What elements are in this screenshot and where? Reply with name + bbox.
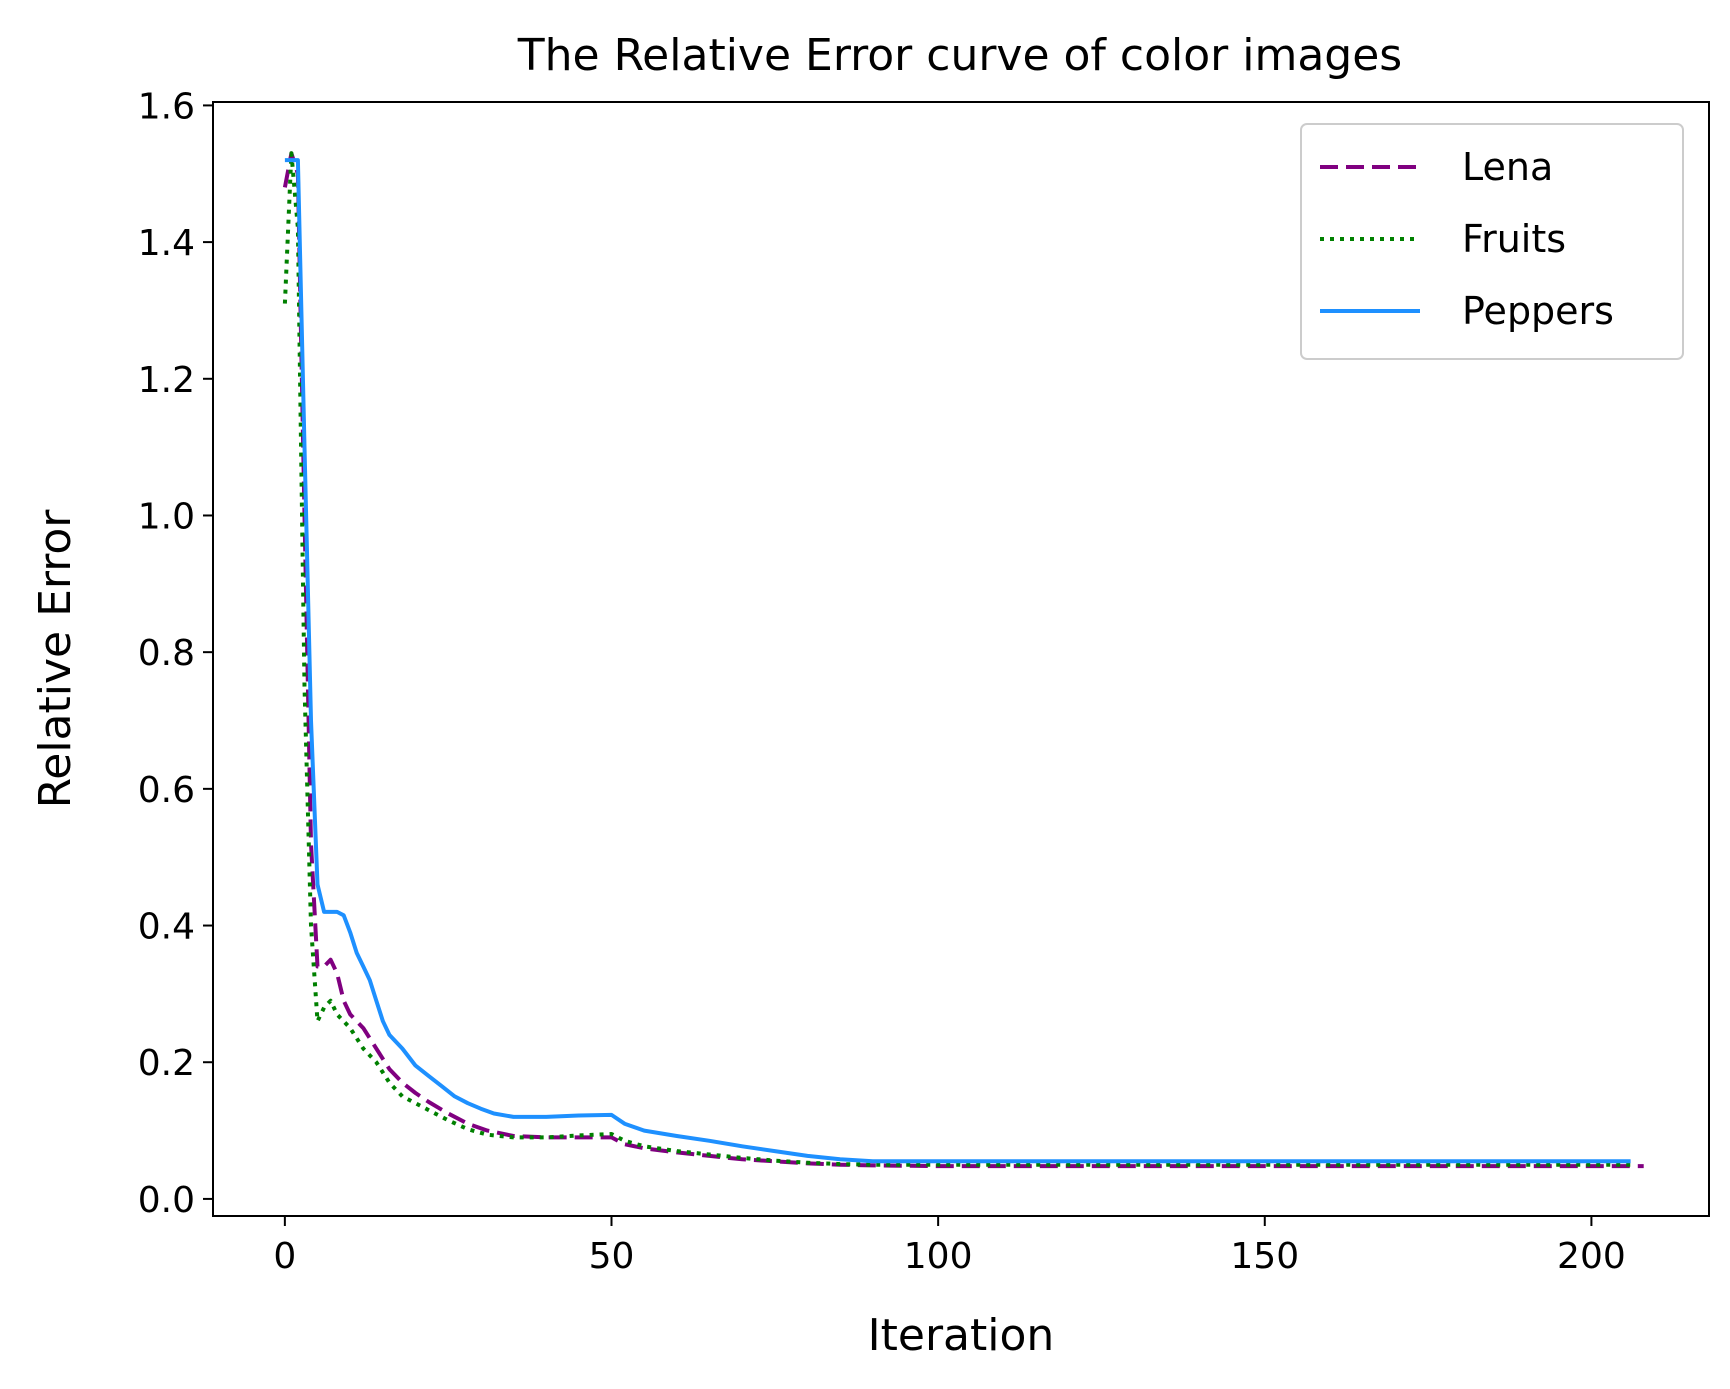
y-tick-label: 1.0 <box>138 496 195 537</box>
legend-label-lena: Lena <box>1462 145 1553 189</box>
y-tick-label: 1.2 <box>138 360 195 401</box>
plot-area-frame <box>212 101 1710 1217</box>
series-line-fruits <box>282 151 1631 1167</box>
y-tick-label: 1.4 <box>138 223 195 264</box>
legend-label-peppers: Peppers <box>1462 289 1614 333</box>
x-tick-label: 50 <box>589 1236 635 1277</box>
x-tick-label: 0 <box>273 1236 296 1277</box>
x-axis-ticks: 0 50 100 150 200 <box>273 1216 1626 1277</box>
x-tick-label: 200 <box>1557 1236 1626 1277</box>
y-tick-label: 0.8 <box>138 633 195 674</box>
y-axis-ticks: 0.0 0.2 0.4 0.6 0.8 1.0 1.2 1.4 1.6 <box>138 86 213 1221</box>
y-tick-label: 1.6 <box>138 86 195 127</box>
series-line-lena <box>282 151 1644 1169</box>
x-tick-label: 150 <box>1230 1236 1299 1277</box>
chart-title: The Relative Error curve of color images <box>517 30 1402 81</box>
legend-label-fruits: Fruits <box>1462 217 1566 261</box>
y-tick-label: 0.4 <box>138 907 195 948</box>
x-tick-label: 100 <box>904 1236 973 1277</box>
y-tick-label: 0.6 <box>138 770 195 811</box>
series-layer <box>282 151 1644 1169</box>
x-axis-label: Iteration <box>868 1310 1055 1361</box>
y-tick-label: 0.0 <box>138 1180 195 1221</box>
y-tick-label: 0.2 <box>138 1043 195 1084</box>
y-axis-label: Relative Error <box>30 509 81 809</box>
legend: Lena Fruits Peppers <box>1300 123 1684 360</box>
legend-box <box>1300 123 1684 360</box>
series-line-peppers <box>284 158 1631 1164</box>
legend-items: Lena Fruits Peppers <box>1320 145 1614 333</box>
